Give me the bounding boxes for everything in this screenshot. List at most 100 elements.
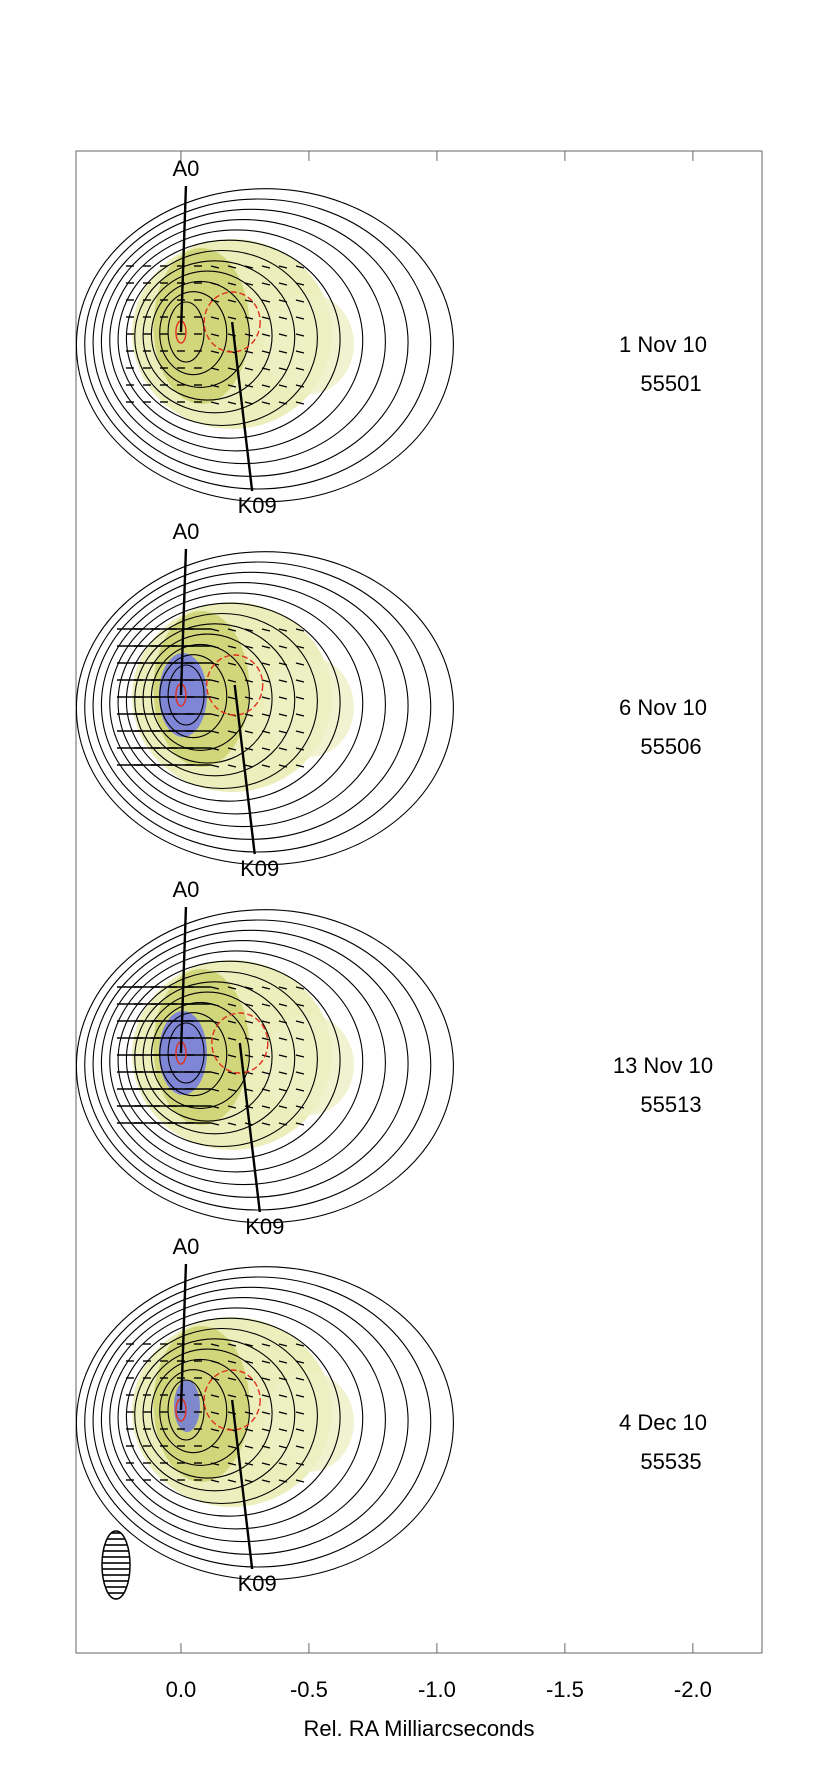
contour <box>92 571 409 840</box>
component-label: K09 <box>238 1571 277 1596</box>
polarization-vector <box>295 662 305 666</box>
polarization-vector <box>261 1071 271 1075</box>
polarization-vector <box>278 1020 288 1024</box>
polarization-vector <box>261 662 271 666</box>
polarization-vector <box>295 1003 305 1007</box>
polarization-vector <box>227 265 237 269</box>
polarization-vector <box>244 299 254 303</box>
contour <box>125 970 318 1148</box>
polarization-vector <box>278 1343 288 1347</box>
component-label: A0 <box>172 519 199 544</box>
polarization-vector <box>210 1428 220 1432</box>
contour <box>134 981 296 1135</box>
polarization-vector <box>295 696 305 700</box>
polarization-vector <box>244 384 254 388</box>
x-tick-label: -2.0 <box>674 1677 712 1702</box>
polarization-vector <box>278 747 288 751</box>
polarization-vector <box>244 1360 254 1364</box>
polarization-vector <box>210 1122 220 1126</box>
polarization-vector <box>244 1003 254 1007</box>
contour <box>109 1307 364 1530</box>
polarization-vector <box>261 628 271 632</box>
contour <box>117 1317 341 1517</box>
polarization-vector <box>278 1088 288 1092</box>
polarization-vector <box>261 1394 271 1398</box>
plot-frame <box>75 150 763 1654</box>
epoch-mjd: 55506 <box>640 734 701 759</box>
contour <box>76 1266 454 1581</box>
contour <box>76 188 454 503</box>
polarization-vector <box>278 401 288 405</box>
polarization-vector <box>295 764 305 768</box>
polarization-vector <box>295 1088 305 1092</box>
label-leader <box>233 684 256 855</box>
polarization-vector <box>210 696 220 700</box>
polarization-vector <box>244 367 254 371</box>
polarization-vector <box>261 384 271 388</box>
polarized-core <box>158 1011 207 1095</box>
polarization-vector <box>244 1054 254 1058</box>
polarization-vector <box>244 713 254 717</box>
component-label: A0 <box>172 1234 199 1259</box>
epoch-date: 1 Nov 10 <box>619 332 707 357</box>
label-leader <box>179 906 188 1054</box>
polarization-vector <box>295 1360 305 1364</box>
polarization-vector <box>295 367 305 371</box>
polarization-vector <box>278 662 288 666</box>
polarization-vector <box>244 696 254 700</box>
polarization-vector <box>227 662 237 666</box>
polarization-vector <box>244 1377 254 1381</box>
polarization-vector <box>278 384 288 388</box>
polarization-vector <box>278 1054 288 1058</box>
polarization-vector <box>227 401 237 405</box>
polarization-vector <box>295 1054 305 1058</box>
polarization-vector <box>261 1360 271 1364</box>
polarization-vector <box>227 1360 237 1364</box>
contour <box>159 1012 228 1097</box>
polarization-vector <box>210 265 220 269</box>
polarization-vector <box>261 265 271 269</box>
contour <box>159 291 228 376</box>
polarization-vector <box>210 1105 220 1109</box>
polarization-vector <box>244 730 254 734</box>
component <box>203 1369 261 1431</box>
contour <box>142 633 273 764</box>
polarization-vector <box>295 747 305 751</box>
contour <box>134 1338 296 1492</box>
polarization-vector <box>244 401 254 405</box>
contour <box>125 249 318 427</box>
polarization-vector <box>244 1020 254 1024</box>
contour <box>100 940 386 1186</box>
label-leader <box>230 1399 254 1570</box>
polarization-vector <box>210 1343 220 1347</box>
polarization-vector <box>261 1428 271 1432</box>
contour <box>117 239 341 439</box>
polarization-vector <box>210 1445 220 1449</box>
polarization-vector <box>210 333 220 337</box>
polarization-vector <box>227 316 237 320</box>
polarization-vector <box>278 679 288 683</box>
polarization-vector <box>227 1462 237 1466</box>
polarization-vector <box>227 730 237 734</box>
polarization-vector <box>244 1394 254 1398</box>
polarization-vector <box>210 384 220 388</box>
polarization-vector <box>227 696 237 700</box>
polarization-vector <box>261 1122 271 1126</box>
polarization-vector <box>244 1343 254 1347</box>
contour <box>109 592 364 815</box>
polarization-vector <box>278 730 288 734</box>
polarization-vector <box>278 764 288 768</box>
polarization-vector <box>244 662 254 666</box>
polarization-vector <box>295 1122 305 1126</box>
polarization-vector <box>210 1088 220 1092</box>
contour <box>84 198 432 490</box>
polarized-core <box>173 1380 200 1432</box>
contour <box>159 654 228 739</box>
polarization-vector <box>295 1020 305 1024</box>
polarization-vector <box>227 1037 237 1041</box>
polarization-vector <box>210 367 220 371</box>
polarization-vector <box>210 662 220 666</box>
polarization-vector <box>295 1377 305 1381</box>
contour <box>167 664 205 726</box>
contour <box>167 301 205 363</box>
